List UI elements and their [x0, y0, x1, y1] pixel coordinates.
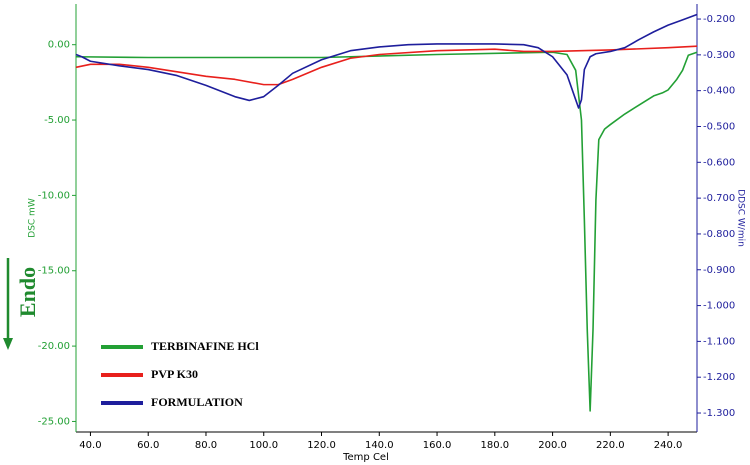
x-tick-label: 140.0 [365, 440, 394, 451]
y-tick-label: -25.00 [38, 416, 70, 427]
y2-tick-label: -0.800 [703, 229, 735, 240]
legend-label: FORMULATION [151, 395, 243, 409]
x-tick-label: 160.0 [423, 440, 452, 451]
y2-tick-label: -1.000 [703, 301, 735, 312]
endo-arrowhead [3, 338, 13, 350]
y2-tick-label: -1.100 [703, 336, 735, 347]
series-line [75, 13, 698, 109]
y-tick-label: -5.00 [44, 115, 70, 126]
legend-label: TERBINAFINE HCl [151, 339, 259, 353]
x-tick-label: 240.0 [654, 440, 683, 451]
x-tick-label: 80.0 [195, 440, 217, 451]
x-tick-label: 40.0 [79, 440, 101, 451]
series-line [75, 45, 698, 86]
series-line [75, 51, 698, 412]
legend-label: PVP K30 [151, 367, 198, 381]
x-tick-label: 120.0 [307, 440, 336, 451]
x-tick-label: 200.0 [538, 440, 567, 451]
endo-annotation: Endo [15, 267, 40, 317]
y-tick-label: -15.00 [38, 266, 70, 277]
y2-axis-label: DDSC W/min [736, 189, 746, 247]
y2-tick-label: -0.700 [703, 193, 735, 204]
y2-tick-label: -0.300 [703, 50, 735, 61]
y2-tick-label: -0.600 [703, 157, 735, 168]
x-tick-label: 100.0 [249, 440, 278, 451]
y-tick-label: -10.00 [38, 190, 70, 201]
y2-tick-label: -0.200 [703, 14, 735, 25]
x-tick-label: 220.0 [596, 440, 625, 451]
y-tick-label: 0.00 [48, 40, 70, 51]
x-axis-label: Temp Cel [342, 452, 389, 463]
y2-tick-label: -1.300 [703, 408, 735, 419]
y2-tick-label: -1.200 [703, 372, 735, 383]
y-axis-label: DSC mW [28, 198, 38, 238]
y-tick-label: -20.00 [38, 341, 70, 352]
y2-tick-label: -0.400 [703, 86, 735, 97]
y2-tick-label: -0.900 [703, 265, 735, 276]
x-tick-label: 60.0 [137, 440, 159, 451]
y2-tick-label: -0.500 [703, 121, 735, 132]
x-tick-label: 180.0 [480, 440, 509, 451]
